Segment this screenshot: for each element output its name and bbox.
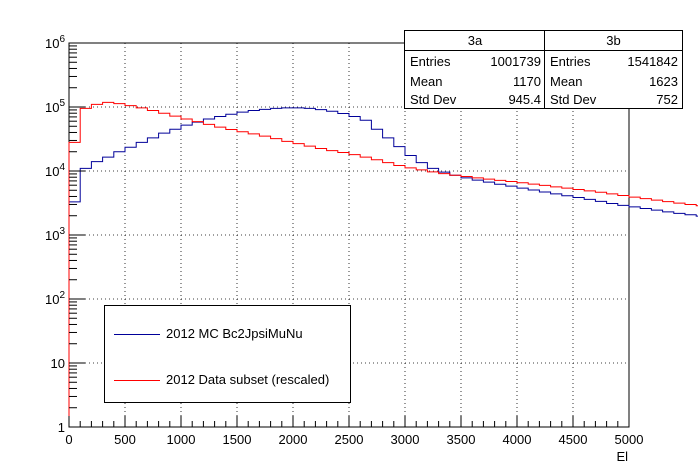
y-tick-label: 10 — [51, 356, 65, 371]
series-group — [68, 101, 698, 427]
legend-swatch-mc — [114, 334, 160, 335]
legend-entry-data: 2012 Data subset (rescaled) — [105, 371, 350, 391]
stats-row-entries: Entries 1541842 — [545, 51, 682, 73]
x-tick-label: 3500 — [447, 432, 476, 447]
stats-key: Entries — [410, 54, 451, 69]
stats-key: Mean — [550, 74, 583, 89]
stats-value: 752 — [656, 92, 678, 107]
legend-swatch-data — [114, 380, 160, 381]
legend-entry-mc: 2012 MC Bc2JpsiMuNu — [105, 325, 350, 345]
legend: 2012 MC Bc2JpsiMuNu 2012 Data subset (re… — [104, 305, 351, 403]
x-tick-label: 2500 — [335, 432, 364, 447]
axis-ticks — [68, 42, 630, 428]
stats-box-3a: 3a Entries 1001739 Mean 1170 Std Dev 945… — [404, 30, 546, 109]
x-tick-label: 1000 — [167, 432, 196, 447]
legend-label: 2012 Data subset (rescaled) — [166, 372, 330, 387]
stats-value: 1001739 — [490, 54, 541, 69]
histogram-series-0 — [68, 107, 698, 427]
x-tick-label: 4000 — [503, 432, 532, 447]
x-tick-label: 1500 — [223, 432, 252, 447]
x-axis-title: El — [616, 449, 628, 464]
y-tick-label: 102 — [45, 290, 65, 307]
y-tick-label: 106 — [45, 34, 65, 51]
stats-row-mean: Mean 1623 — [545, 73, 682, 91]
stats-key: Entries — [550, 54, 591, 69]
stats-box-3b: 3b Entries 1541842 Mean 1623 Std Dev 752 — [544, 30, 683, 109]
stats-key: Std Dev — [550, 92, 597, 107]
stats-title: 3b — [545, 31, 682, 51]
stats-key: Mean — [410, 74, 443, 89]
stats-value: 1170 — [513, 74, 541, 89]
stats-row-entries: Entries 1001739 — [405, 51, 545, 73]
y-tick-label: 105 — [45, 98, 65, 115]
stats-value: 1623 — [649, 74, 678, 89]
x-tick-label: 3000 — [391, 432, 420, 447]
stats-title: 3a — [405, 31, 545, 51]
x-tick-label: 4500 — [559, 432, 588, 447]
y-tick-label: 103 — [45, 226, 65, 243]
x-tick-label: 500 — [114, 432, 136, 447]
histogram-series-1 — [68, 101, 698, 427]
stats-value: 1541842 — [627, 54, 678, 69]
x-tick-label: 2000 — [279, 432, 308, 447]
y-tick-label: 104 — [45, 162, 65, 179]
y-tick-label: 1 — [58, 420, 65, 435]
x-tick-label: 5000 — [615, 432, 644, 447]
stats-key: Std Dev — [410, 92, 457, 107]
x-tick-label: 0 — [65, 432, 72, 447]
x-tick-labels: 0 500 1000 1500 2000 2500 3000 3500 4000 4500 5000 — [65, 432, 643, 447]
stats-row-mean: Mean 1170 — [405, 73, 545, 91]
stats-row-stddev: Std Dev 945.4 — [405, 91, 545, 109]
stats-value: 945.4 — [508, 92, 541, 107]
stats-row-stddev: Std Dev 752 — [545, 91, 682, 109]
y-tick-labels: 1 10 102 103 104 105 106 — [45, 34, 65, 435]
legend-label: 2012 MC Bc2JpsiMuNu — [166, 326, 303, 341]
